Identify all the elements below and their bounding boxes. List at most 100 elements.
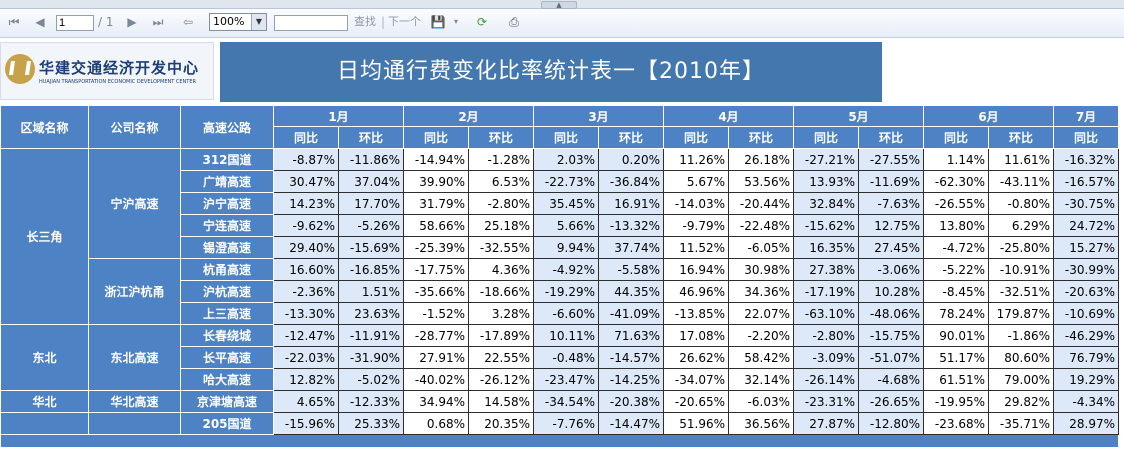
value-cell: -5.22% — [923, 258, 989, 281]
table-row: 沪杭高速 -2.36% 1.51% -35.66% -18.66% -19.29% 44.3… — [1, 280, 1119, 303]
highway-cell: 长平高速 — [180, 346, 274, 369]
value-cell: -28.77% — [403, 324, 469, 347]
value-cell: -13.85% — [663, 302, 729, 325]
value-cell: -12.33% — [338, 390, 404, 413]
mom-header: 环比 — [598, 126, 664, 149]
value-cell: 5.66% — [533, 214, 599, 237]
value-cell: 13.93% — [793, 170, 859, 193]
value-cell: 11.52% — [663, 236, 729, 259]
value-cell: 14.58% — [468, 390, 534, 413]
value-cell: 27.91% — [403, 346, 469, 369]
value-cell: -1.52% — [403, 302, 469, 325]
value-cell: -5.58% — [598, 258, 664, 281]
value-cell: 32.14% — [728, 368, 794, 391]
value-cell: -3.06% — [858, 258, 924, 281]
value-cell: -4.92% — [533, 258, 599, 281]
value-cell: -20.65% — [663, 390, 729, 413]
value-cell: 16.91% — [598, 192, 664, 215]
print-icon[interactable]: ⎙ — [509, 15, 519, 29]
value-cell: -22.48% — [728, 214, 794, 237]
value-cell: 0.20% — [598, 148, 664, 171]
value-cell: -0.80% — [988, 192, 1054, 215]
value-cell: -8.45% — [923, 280, 989, 303]
find-next-link[interactable]: 下一个 — [388, 15, 421, 28]
value-cell: -13.30% — [273, 302, 339, 325]
highway-cell: 312国道 — [180, 148, 274, 171]
collapse-handle[interactable]: ▲ — [541, 1, 577, 9]
value-cell: -18.66% — [468, 280, 534, 303]
yoy-header: 同比 — [793, 126, 859, 149]
mom-header: 环比 — [728, 126, 794, 149]
value-cell: 61.51% — [923, 368, 989, 391]
region-cell: 华北 — [0, 390, 89, 413]
value-cell: -10.69% — [1053, 302, 1119, 325]
value-cell: -26.65% — [858, 390, 924, 413]
header-row-metrics: 同比 环比 同比 环比 同比 环比 同比 环比 同比 环比 同比 环比 同比 — [1, 126, 1119, 149]
value-cell: -16.57% — [1053, 170, 1119, 193]
value-cell: -14.47% — [598, 412, 664, 435]
value-cell: 16.35% — [793, 236, 859, 259]
value-cell: 0.68% — [403, 412, 469, 435]
value-cell: 25.33% — [338, 412, 404, 435]
value-cell: -25.39% — [403, 236, 469, 259]
value-cell: 31.79% — [403, 192, 469, 215]
value-cell: -1.86% — [988, 324, 1054, 347]
yoy-header: 同比 — [273, 126, 339, 149]
value-cell: -12.80% — [858, 412, 924, 435]
value-cell: 16.94% — [663, 258, 729, 281]
refresh-icon[interactable]: ⟳ — [476, 15, 488, 29]
value-cell: 24.72% — [1053, 214, 1119, 237]
value-cell: 25.18% — [468, 214, 534, 237]
search-input[interactable] — [274, 15, 348, 31]
value-cell: 10.28% — [858, 280, 924, 303]
value-cell: 79.00% — [988, 368, 1054, 391]
value-cell: 90.01% — [923, 324, 989, 347]
value-cell: 30.98% — [728, 258, 794, 281]
zoom-select[interactable]: 100% ▼ — [209, 13, 267, 31]
first-page-icon[interactable]: ⏮ — [8, 15, 20, 29]
value-cell: -51.07% — [858, 346, 924, 369]
table-row: 华北 华北高速 京津塘高速 4.65% -12.33% 34.94% 14.58% -34.5… — [0, 390, 1119, 413]
value-cell: -15.62% — [793, 214, 859, 237]
yoy-header: 同比 — [1053, 126, 1119, 149]
yoy-header: 同比 — [923, 126, 989, 149]
highway-cell: 宁连高速 — [180, 214, 274, 237]
value-cell: -36.84% — [598, 170, 664, 193]
report-viewport[interactable]: 华建交通经济开发中心 HUAJIAN TRANSPORTATION ECONOM… — [0, 38, 1124, 465]
region-cell: 长三角 — [0, 148, 89, 325]
mom-header: 环比 — [468, 126, 534, 149]
value-cell: 58.66% — [403, 214, 469, 237]
table-row: 浙江沪杭甬 杭甬高速 16.60% -16.85% -17.75% 4.36% -4.92%… — [1, 258, 1119, 325]
value-cell: 26.18% — [728, 148, 794, 171]
value-cell: 76.79% — [1053, 346, 1119, 369]
table-row: 宁连高速 -9.62% -5.26% 58.66% 25.18% 5.66% -13.32%… — [1, 214, 1119, 237]
column-header-company: 公司名称 — [88, 105, 181, 149]
value-cell: 51.17% — [923, 346, 989, 369]
region-cell: 东北 — [0, 324, 89, 391]
value-cell: 27.38% — [793, 258, 859, 281]
back-icon[interactable]: ⇦ — [182, 15, 194, 29]
value-cell: -27.21% — [793, 148, 859, 171]
value-cell: 4.36% — [468, 258, 534, 281]
value-cell: 9.94% — [533, 236, 599, 259]
value-cell: -6.05% — [728, 236, 794, 259]
value-cell: -30.99% — [1053, 258, 1119, 281]
find-link[interactable]: 查找 — [354, 15, 376, 28]
export-icon[interactable]: 💾 — [430, 15, 446, 29]
value-cell: -17.75% — [403, 258, 469, 281]
previous-page-icon[interactable]: ◀ — [35, 15, 45, 29]
value-cell: 16.60% — [273, 258, 339, 281]
value-cell: 37.74% — [598, 236, 664, 259]
value-cell: -5.02% — [338, 368, 404, 391]
value-cell: 22.55% — [468, 346, 534, 369]
next-page-icon[interactable]: ▶ — [127, 15, 137, 29]
value-cell: -4.72% — [923, 236, 989, 259]
value-cell: -6.03% — [728, 390, 794, 413]
last-page-icon[interactable]: ⏭ — [152, 15, 164, 29]
table-row: 广靖高速 30.47% 37.04% 39.90% 6.53% -22.73% -36.84… — [1, 170, 1119, 193]
value-cell: 22.07% — [728, 302, 794, 325]
export-dropdown-icon[interactable]: ▾ — [453, 17, 458, 26]
page-number-input[interactable] — [56, 15, 94, 31]
top-splitter[interactable]: ▲ — [0, 0, 1124, 9]
value-cell: -15.75% — [858, 324, 924, 347]
